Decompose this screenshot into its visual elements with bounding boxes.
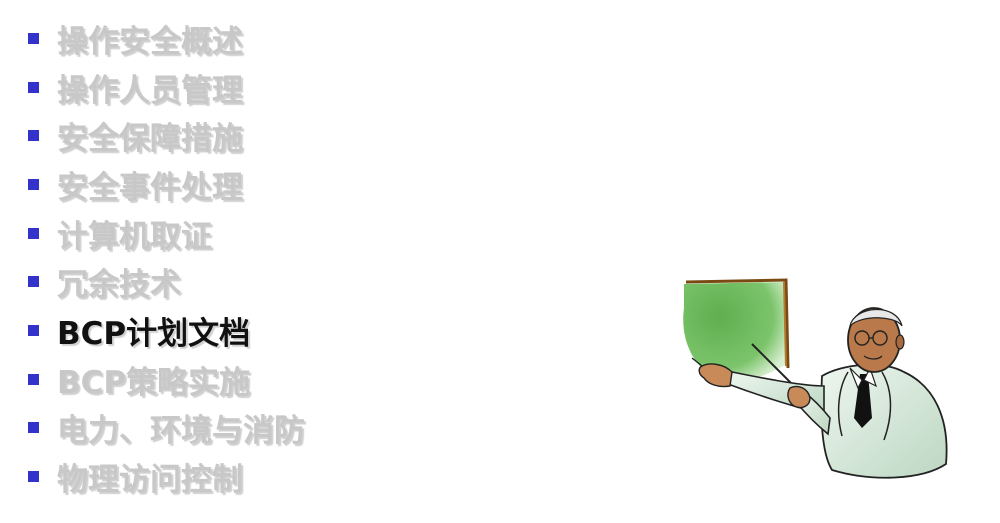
agenda-item-label: 操作安全概述 xyxy=(57,23,243,60)
chalkboard xyxy=(683,278,790,381)
agenda-item: 计算机取证 xyxy=(24,209,305,258)
agenda-item: 操作人员管理 xyxy=(24,63,305,112)
agenda-item: 操作安全概述 xyxy=(24,14,305,63)
agenda-item-label: 操作人员管理 xyxy=(57,72,243,109)
bullet-icon xyxy=(28,227,39,239)
bullet-icon xyxy=(28,276,39,288)
agenda-item-label: 电力、环境与消防 xyxy=(57,413,305,450)
agenda-item-label: BCP策略实施 xyxy=(57,364,251,401)
agenda-list: 操作安全概述 操作人员管理 安全保障措施 安全事件处理 计算机取证 冗余技术 B… xyxy=(24,14,305,501)
agenda-item: 物理访问控制 xyxy=(24,452,305,501)
presenter-at-board-icon xyxy=(683,278,948,479)
agenda-item-label: 冗余技术 xyxy=(57,267,181,304)
agenda-item: 安全保障措施 xyxy=(24,111,305,160)
agenda-item-active: BCP计划文档 xyxy=(24,306,305,355)
bullet-icon xyxy=(28,471,39,483)
agenda-item-label: BCP计划文档 xyxy=(57,315,251,352)
bullet-icon xyxy=(28,324,39,336)
agenda-item-label: 计算机取证 xyxy=(57,218,212,255)
agenda-item: 安全事件处理 xyxy=(24,160,305,209)
bullet-icon xyxy=(28,81,39,93)
agenda-item: 冗余技术 xyxy=(24,257,305,306)
agenda-item-label: 安全保障措施 xyxy=(57,121,243,158)
bullet-icon xyxy=(28,373,39,385)
agenda-item: BCP策略实施 xyxy=(24,355,305,404)
presenter-figure xyxy=(691,307,948,479)
agenda-item: 电力、环境与消防 xyxy=(24,404,305,453)
agenda-item-label: 安全事件处理 xyxy=(57,169,243,206)
agenda-item-label: 物理访问控制 xyxy=(57,462,243,499)
bullet-icon xyxy=(28,130,39,142)
bullet-icon xyxy=(28,178,39,190)
bullet-icon xyxy=(28,32,39,44)
bullet-icon xyxy=(28,422,39,434)
